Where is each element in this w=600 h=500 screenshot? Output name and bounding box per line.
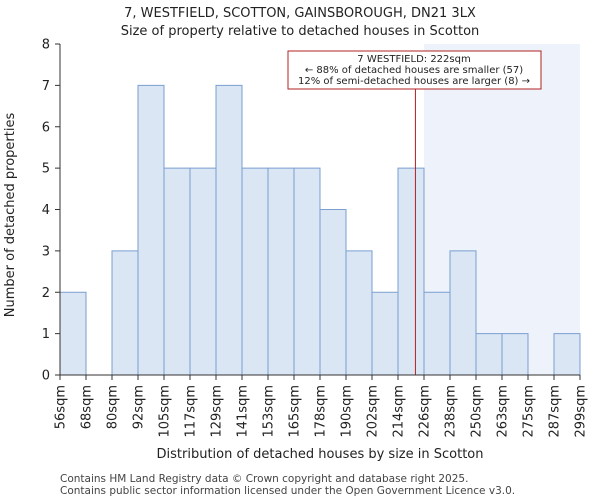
chart-subtitle: Size of property relative to detached ho… bbox=[121, 24, 480, 39]
x-tick-label: 238sqm bbox=[444, 385, 459, 438]
axes-group bbox=[55, 43, 581, 380]
x-tick-labels: 56sqm 68sqm 80sqm 92sqm 105sqm 117sqm 129sqm 14… bbox=[54, 385, 589, 438]
y-tick-label: 6 bbox=[42, 120, 50, 135]
bar-263sqm bbox=[501, 333, 529, 376]
bars-group bbox=[59, 84, 581, 376]
bar-202sqm bbox=[371, 291, 399, 376]
y-tick-label: 5 bbox=[42, 162, 50, 177]
bar-117sqm bbox=[189, 167, 217, 376]
bar-287sqm bbox=[553, 333, 581, 376]
x-axis-label: Distribution of detached houses by size … bbox=[157, 447, 484, 462]
footer-licence: Contains public sector information licen… bbox=[60, 485, 516, 497]
x-tick-label: 153sqm bbox=[262, 385, 277, 438]
bar-129sqm bbox=[215, 84, 243, 376]
bar-80sqm bbox=[111, 250, 139, 376]
bar-226sqm bbox=[423, 291, 451, 376]
x-tick-label: 68sqm bbox=[80, 385, 95, 429]
y-tick-label: 7 bbox=[42, 79, 50, 94]
bar-141sqm bbox=[241, 167, 269, 376]
x-tick-label: 275sqm bbox=[522, 385, 537, 438]
bar-105sqm bbox=[163, 167, 191, 376]
x-tick-label: 287sqm bbox=[548, 385, 563, 438]
bar-190sqm bbox=[345, 250, 373, 376]
x-tick-label: 214sqm bbox=[392, 385, 407, 438]
annotation-box bbox=[287, 50, 542, 90]
chart-title: 7, WESTFIELD, SCOTTON, GAINSBOROUGH, DN2… bbox=[124, 6, 476, 21]
x-tick-label: 92sqm bbox=[132, 385, 147, 429]
x-tick-label: 190sqm bbox=[340, 385, 355, 438]
x-tick-label: 141sqm bbox=[236, 385, 251, 438]
x-tick-label: 105sqm bbox=[158, 385, 173, 438]
x-tick-label: 56sqm bbox=[54, 385, 69, 429]
bar-153sqm bbox=[267, 167, 295, 376]
x-tick-label: 226sqm bbox=[418, 385, 433, 438]
annotation-larger: 12% of semi-detached houses are larger (… bbox=[298, 76, 530, 87]
x-tick-label: 250sqm bbox=[470, 385, 485, 438]
footer-copyright: Contains HM Land Registry data © Crown c… bbox=[60, 473, 469, 485]
bar-92sqm bbox=[137, 84, 165, 376]
bar-165sqm bbox=[293, 167, 321, 376]
x-tick-label: 178sqm bbox=[314, 385, 329, 438]
x-tick-label: 80sqm bbox=[106, 385, 121, 429]
y-tick-label: 4 bbox=[42, 203, 50, 218]
bar-214sqm bbox=[397, 167, 425, 376]
y-tick-label: 1 bbox=[42, 327, 50, 342]
x-tick-label: 202sqm bbox=[366, 385, 381, 438]
x-tick-label: 129sqm bbox=[210, 385, 225, 438]
y-tick-label: 2 bbox=[42, 286, 50, 301]
y-tick-label: 0 bbox=[42, 369, 50, 384]
y-axis-label: Number of detached properties bbox=[3, 113, 18, 318]
x-tick-label: 299sqm bbox=[574, 385, 589, 438]
y-tick-label: 3 bbox=[42, 244, 50, 259]
x-tick-label: 263sqm bbox=[496, 385, 511, 438]
annotation-smaller: ← 88% of detached houses are smaller (57… bbox=[305, 65, 523, 76]
y-tick-label: 8 bbox=[42, 38, 50, 53]
bar-238sqm bbox=[449, 250, 477, 376]
x-tick-label: 165sqm bbox=[288, 385, 303, 438]
bar-178sqm bbox=[319, 209, 347, 376]
bar-250sqm bbox=[475, 333, 503, 376]
bar-chart: 7, WESTFIELD, SCOTTON, GAINSBOROUGH, DN2… bbox=[3, 6, 589, 462]
y-tick-labels: 0 1 2 3 4 5 6 7 8 bbox=[42, 38, 50, 384]
annotation-title: 7 WESTFIELD: 222sqm bbox=[357, 54, 470, 65]
x-tick-label: 117sqm bbox=[184, 385, 199, 438]
bar-56sqm bbox=[59, 291, 87, 376]
